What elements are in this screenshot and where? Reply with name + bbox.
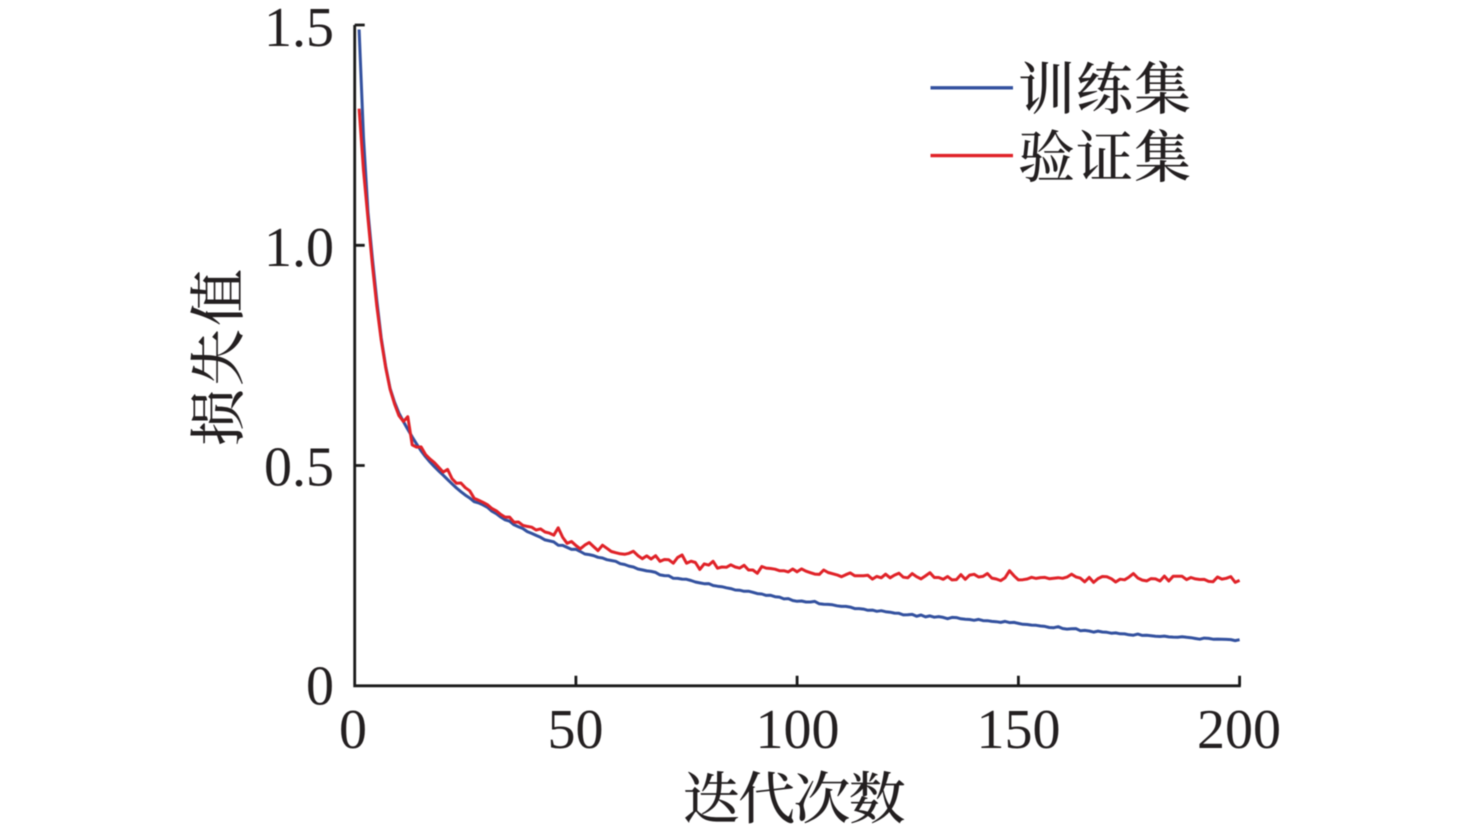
svg-text:1.0: 1.0 — [264, 217, 334, 279]
svg-text:0: 0 — [339, 699, 367, 761]
svg-text:1.5: 1.5 — [264, 0, 334, 59]
svg-text:150: 150 — [977, 699, 1061, 761]
svg-text:200: 200 — [1197, 699, 1281, 761]
svg-text:0.5: 0.5 — [264, 437, 334, 499]
svg-text:100: 100 — [756, 699, 840, 761]
svg-text:50: 50 — [548, 699, 604, 761]
svg-text:0: 0 — [306, 656, 334, 718]
